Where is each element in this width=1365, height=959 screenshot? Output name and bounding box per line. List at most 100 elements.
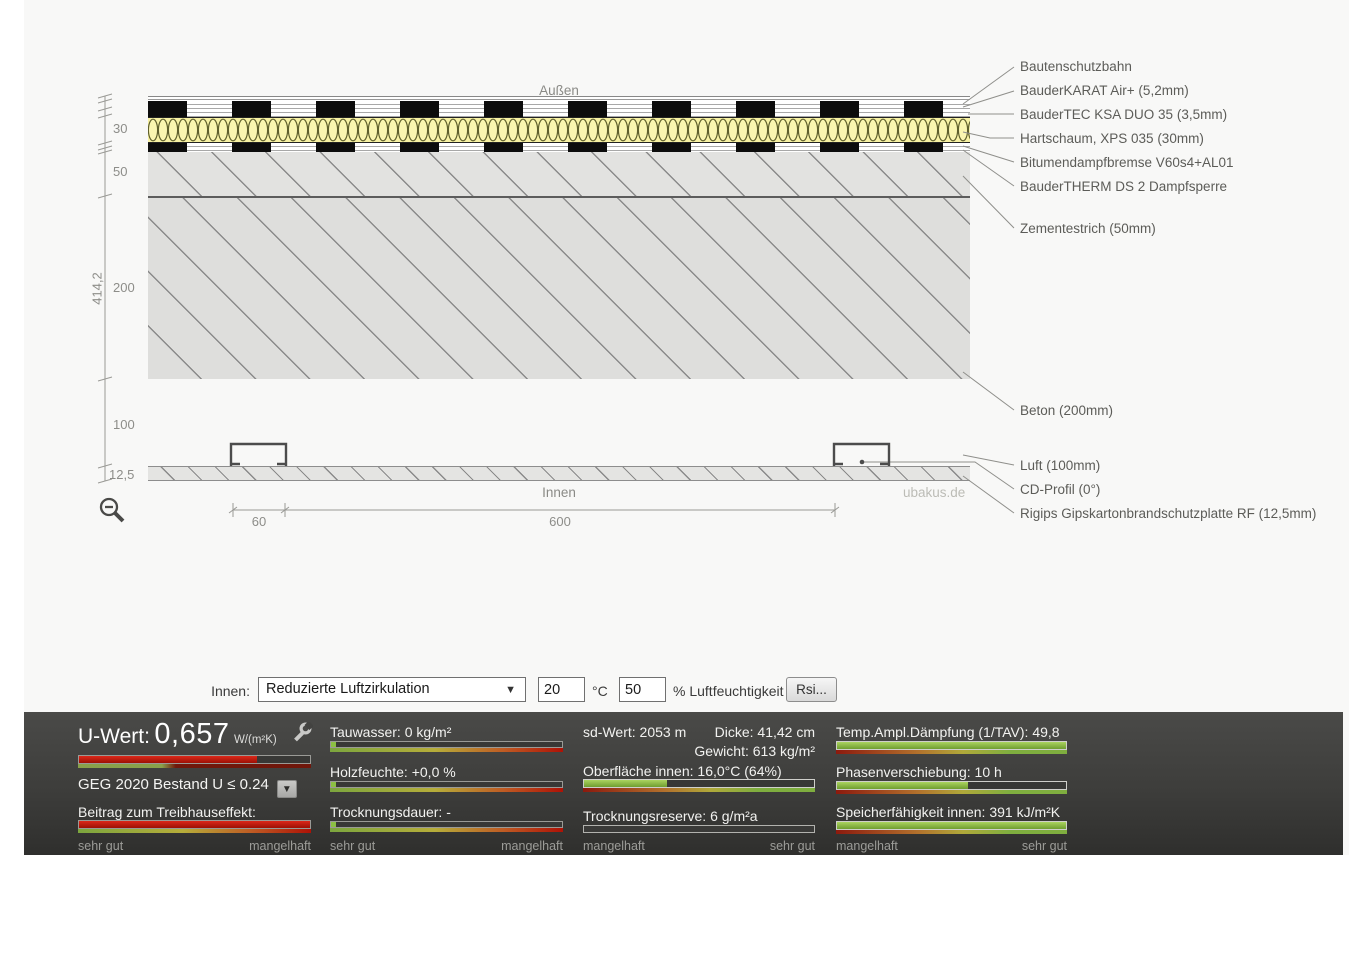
- holzfeuchte-value: +0,0 %: [411, 764, 456, 780]
- temp-ampl-label: Temp.Ampl.Dämpfung (1/TAV):: [836, 724, 1029, 740]
- layer-label-hartschaum: Hartschaum, XPS 035 (30mm): [1020, 131, 1204, 146]
- scale-best-label: sehr gut: [769, 839, 815, 853]
- dicke-label: Dicke:: [714, 724, 754, 740]
- tauwasser-label: Tauwasser:: [330, 724, 401, 740]
- dim-30: 30: [113, 121, 128, 136]
- layer-label-bautenschutzbahn: Bautenschutzbahn: [1020, 59, 1132, 74]
- scale-best-label: sehr gut: [1021, 839, 1067, 853]
- ventilation-selected-value: Reduzierte Luftzirkulation: [266, 681, 430, 697]
- column1-scale-labels: sehr gut mangelhaft: [78, 839, 311, 853]
- humidity-unit-label: % Luftfeuchtigkeit: [673, 683, 784, 699]
- oberflaeche-readout: Oberfläche innen: 16,0°C (64%): [583, 763, 782, 779]
- u-value-column: U-Wert: 0,657 W/(m²K) GEG 2020 Bestand U…: [78, 712, 314, 855]
- layer-label-rigips: Rigips Gipskartonbrandschutzplatte RF (1…: [1020, 506, 1317, 521]
- inside-side-label: Innen: [542, 485, 576, 500]
- trocknungsdauer-readout: Trocknungsdauer: -: [330, 804, 451, 820]
- tauwasser-value: 0 kg/m²: [404, 724, 452, 740]
- oberflaeche-value: 16,0°C (64%): [697, 763, 782, 779]
- holzfeuchte-readout: Holzfeuchte: +0,0 %: [330, 764, 456, 780]
- innen-controls-label: Innen:: [211, 683, 250, 699]
- gewicht-readout: Gewicht: 613 kg/m²: [694, 743, 815, 759]
- layer-label-baudertec: BauderTEC KSA DUO 35 (3,5mm): [1020, 107, 1228, 122]
- layer-bitumen-blocks-top: [148, 101, 970, 117]
- trocknungsdauer-value: -: [446, 804, 451, 820]
- layer-bitumen-blocks-bottom: [148, 143, 970, 152]
- u-value-rating-bar: [78, 755, 311, 768]
- layer-label-bauderkarat: BauderKARAT Air+ (5,2mm): [1020, 83, 1189, 98]
- dim-100: 100: [113, 417, 135, 432]
- scale-worst-label: mangelhaft: [501, 839, 563, 853]
- phase-rating-bar: [836, 781, 1067, 794]
- speicher-value: 391 kJ/m²K: [989, 804, 1061, 820]
- layer-zementestrich: [148, 152, 970, 196]
- phase-readout: Phasenverschiebung: 10 h: [836, 764, 1002, 780]
- column3-scale-labels: mangelhaft sehr gut: [583, 839, 815, 853]
- dim-600: 600: [549, 514, 571, 529]
- ventilation-select[interactable]: Reduzierte Luftzirkulation ▼: [258, 677, 526, 702]
- dim-12-5: 12,5: [109, 467, 135, 482]
- layer-label-baudertherm: BauderTHERM DS 2 Dampfsperre: [1020, 179, 1228, 194]
- chevron-down-icon: ▼: [505, 684, 516, 696]
- speicher-label: Speicherfähigkeit innen:: [836, 804, 986, 820]
- geg-reference-row: GEG 2020 Bestand U ≤ 0.24 ▼: [78, 776, 297, 798]
- u-value-readout: U-Wert: 0,657 W/(m²K): [78, 718, 277, 751]
- treibhaus-rating-bar: [78, 820, 311, 833]
- layer-bautenschutzbahn-membrane: [148, 96, 970, 101]
- layer-label-luft: Luft (100mm): [1020, 458, 1101, 473]
- dim-total-414-2: 414,2: [89, 272, 105, 305]
- u-value-number: 0,657: [154, 718, 230, 750]
- u-value-unit: W/(m²K): [233, 734, 277, 746]
- gewicht-value: 613 kg/m²: [752, 743, 815, 759]
- oberflaeche-rating-bar: [583, 779, 815, 792]
- temp-ampl-readout: Temp.Ampl.Dämpfung (1/TAV): 49,8: [836, 724, 1060, 740]
- humidity-input[interactable]: [619, 677, 666, 702]
- gewicht-label: Gewicht:: [694, 743, 749, 759]
- scale-best-label: sehr gut: [78, 839, 124, 853]
- temp-ampl-value: 49,8: [1032, 724, 1060, 740]
- phase-value: 10 h: [974, 764, 1002, 780]
- outside-side-label: Außen: [539, 83, 579, 98]
- results-panel: U-Wert: 0,657 W/(m²K) GEG 2020 Bestand U…: [24, 712, 1343, 855]
- speicher-readout: Speicherfähigkeit innen: 391 kJ/m²K: [836, 804, 1060, 820]
- scale-worst-label: mangelhaft: [583, 839, 645, 853]
- rsi-button[interactable]: Rsi...: [786, 677, 837, 702]
- moisture-column: Tauwasser: 0 kg/m² Holzfeuchte: +0,0 % T…: [330, 712, 563, 855]
- sd-wert-readout: sd-Wert: 2053 m: [583, 724, 686, 740]
- tauwasser-readout: Tauwasser: 0 kg/m²: [330, 724, 451, 740]
- layer-rigips-board: [148, 466, 970, 481]
- zoom-out-icon[interactable]: [98, 496, 128, 533]
- layer-label-beton: Beton (200mm): [1020, 403, 1114, 418]
- temperature-input[interactable]: [538, 677, 585, 702]
- trocknungsreserve-label: Trocknungsreserve:: [583, 808, 707, 824]
- thermal-dynamics-column: Temp.Ampl.Dämpfung (1/TAV): 49,8 Phasenv…: [836, 712, 1067, 855]
- layer-xps-insulation: [148, 117, 970, 143]
- phase-label: Phasenverschiebung:: [836, 764, 971, 780]
- dim-60: 60: [251, 514, 267, 529]
- wrench-icon[interactable]: [291, 720, 314, 749]
- geg-reference-label: GEG 2020 Bestand U ≤ 0.24: [78, 776, 269, 793]
- ubakus-watermark: ubakus.de: [903, 485, 966, 500]
- column4-scale-labels: mangelhaft sehr gut: [836, 839, 1067, 853]
- dim-200: 200: [113, 280, 135, 295]
- physical-data-column: sd-Wert: 2053 m Dicke: 41,42 cm Gewicht:…: [583, 712, 815, 855]
- trocknungsdauer-rating-bar: [330, 821, 563, 832]
- xps-loop-pattern: [148, 118, 970, 142]
- layer-beton: [148, 196, 970, 379]
- sd-wert-label: sd-Wert:: [583, 724, 636, 740]
- treibhaus-label: Beitrag zum Treibhauseffekt:: [78, 804, 256, 820]
- temperature-unit-label: °C: [592, 683, 608, 699]
- speicher-rating-bar: [836, 821, 1067, 834]
- dicke-value: 41,42 cm: [757, 724, 815, 740]
- holzfeuchte-rating-bar: [330, 781, 563, 792]
- column2-scale-labels: sehr gut mangelhaft: [330, 839, 563, 853]
- sd-wert-value: 2053 m: [639, 724, 687, 740]
- scale-best-label: sehr gut: [330, 839, 376, 853]
- dim-50: 50: [113, 164, 128, 179]
- geg-dropdown-button[interactable]: ▼: [276, 780, 297, 798]
- scale-worst-label: mangelhaft: [249, 839, 311, 853]
- dicke-readout: Dicke: 41,42 cm: [715, 724, 815, 740]
- trocknungsreserve-rating-bar: [583, 825, 815, 833]
- oberflaeche-label: Oberfläche innen:: [583, 763, 694, 779]
- temp-ampl-rating-bar: [836, 741, 1067, 754]
